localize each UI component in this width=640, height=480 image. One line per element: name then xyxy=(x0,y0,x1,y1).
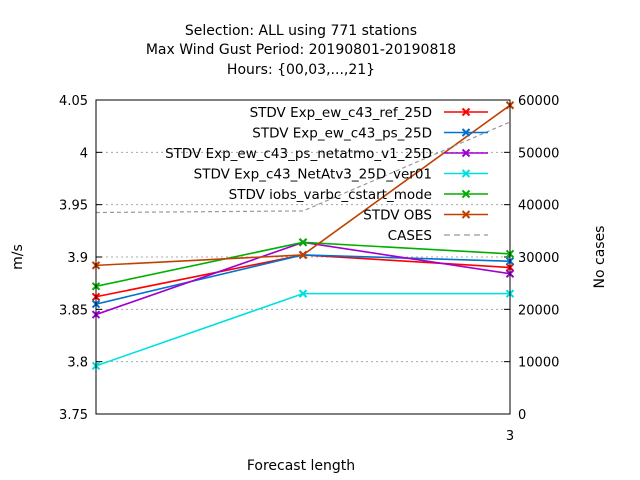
legend-label: STDV OBS xyxy=(363,208,432,224)
marker-stroke xyxy=(461,148,471,158)
y-tick-label: 3.95 xyxy=(59,199,88,214)
legend-item: STDV Exp_c43_NetAtv3_25D_ver01 xyxy=(194,167,488,183)
y2-axis-label: No cases xyxy=(592,226,608,289)
legend-label: STDV Exp_c43_NetAtv3_25D_ver01 xyxy=(194,167,432,183)
legend-label: STDV Exp_ew_c43_ps_netatmo_v1_25D xyxy=(165,146,432,162)
series-4 xyxy=(91,238,515,291)
y-axis-ticks: 3.75 3.8 3.85 3.9 3.95 4 4.05 xyxy=(59,94,102,423)
y-tick-label: 3.85 xyxy=(59,303,88,318)
plot-frame xyxy=(95,99,511,415)
y2-tick-label: 30000 xyxy=(518,251,559,266)
marker-stroke xyxy=(461,189,471,199)
marker-stroke xyxy=(461,107,471,117)
series-line xyxy=(95,254,511,298)
y-tick-label: 4 xyxy=(80,146,88,161)
series-line xyxy=(95,292,510,367)
title-line-3: Hours: {00,03,...,21} xyxy=(227,62,375,78)
y2-tick-label: 20000 xyxy=(518,303,559,318)
marker-stroke xyxy=(461,128,471,137)
series-lines xyxy=(91,101,515,371)
legend: STDV Exp_ew_c43_ref_25D STDV Exp_ew_c43_p… xyxy=(165,105,488,244)
y-tick-label: 3.9 xyxy=(67,251,88,266)
y-axis-label: m/s xyxy=(10,244,26,270)
marker-stroke xyxy=(461,169,471,178)
marker-stroke xyxy=(461,210,471,219)
gridlines xyxy=(96,151,510,363)
legend-marker xyxy=(461,169,471,178)
marker-stroke xyxy=(298,289,308,298)
x-tick-label: 3 xyxy=(506,429,514,444)
y2-tick-label: 50000 xyxy=(518,146,559,161)
y-tick-label: 3.8 xyxy=(67,356,88,371)
marker-stroke xyxy=(298,238,308,247)
legend-marker xyxy=(461,107,471,117)
legend-item: STDV Exp_ew_c43_ref_25D xyxy=(250,105,488,121)
y-tick-label: 4.05 xyxy=(59,94,88,109)
data-point xyxy=(298,289,308,298)
legend-label: STDV Exp_ew_c43_ps_25D xyxy=(252,126,432,142)
legend-marker xyxy=(461,128,471,137)
y2-tick-label: 60000 xyxy=(518,94,559,109)
legend-item: STDV Exp_ew_c43_ps_25D xyxy=(252,126,488,142)
series-5 xyxy=(91,101,515,270)
series-line xyxy=(95,241,511,316)
y-tick-label: 3.75 xyxy=(59,408,88,423)
legend-label: CASES xyxy=(388,228,432,244)
y2-tick-label: 0 xyxy=(518,408,526,423)
data-point xyxy=(298,238,308,247)
legend-label: STDV iobs_varbc_cstart_mode xyxy=(229,187,432,203)
y2-tick-label: 10000 xyxy=(518,356,559,371)
title-line-2: Max Wind Gust Period: 20190801-20190818 xyxy=(146,42,456,58)
series-1 xyxy=(91,250,515,309)
title-line-1: Selection: ALL using 771 stations xyxy=(185,23,417,39)
legend-marker xyxy=(461,210,471,219)
marker-stroke xyxy=(298,250,308,260)
data-point xyxy=(298,250,308,260)
legend-marker xyxy=(461,189,471,199)
legend-marker xyxy=(461,148,471,158)
y2-axis-ticks: 0 10000 20000 30000 40000 50000 60000 xyxy=(504,94,559,423)
legend-label: STDV Exp_ew_c43_ref_25D xyxy=(250,105,432,121)
x-axis-label: Forecast length xyxy=(247,458,355,474)
y2-tick-label: 40000 xyxy=(518,199,559,214)
legend-item: STDV Exp_ew_c43_ps_netatmo_v1_25D xyxy=(165,146,488,162)
series-3 xyxy=(91,289,515,371)
chart-title: Selection: ALL using 771 stations Max Wi… xyxy=(146,23,456,78)
legend-item: STDV iobs_varbc_cstart_mode xyxy=(229,187,488,203)
series-6 xyxy=(95,121,511,214)
legend-item: STDV OBS xyxy=(363,208,488,224)
series-line xyxy=(95,121,511,214)
legend-item: CASES xyxy=(388,228,488,244)
